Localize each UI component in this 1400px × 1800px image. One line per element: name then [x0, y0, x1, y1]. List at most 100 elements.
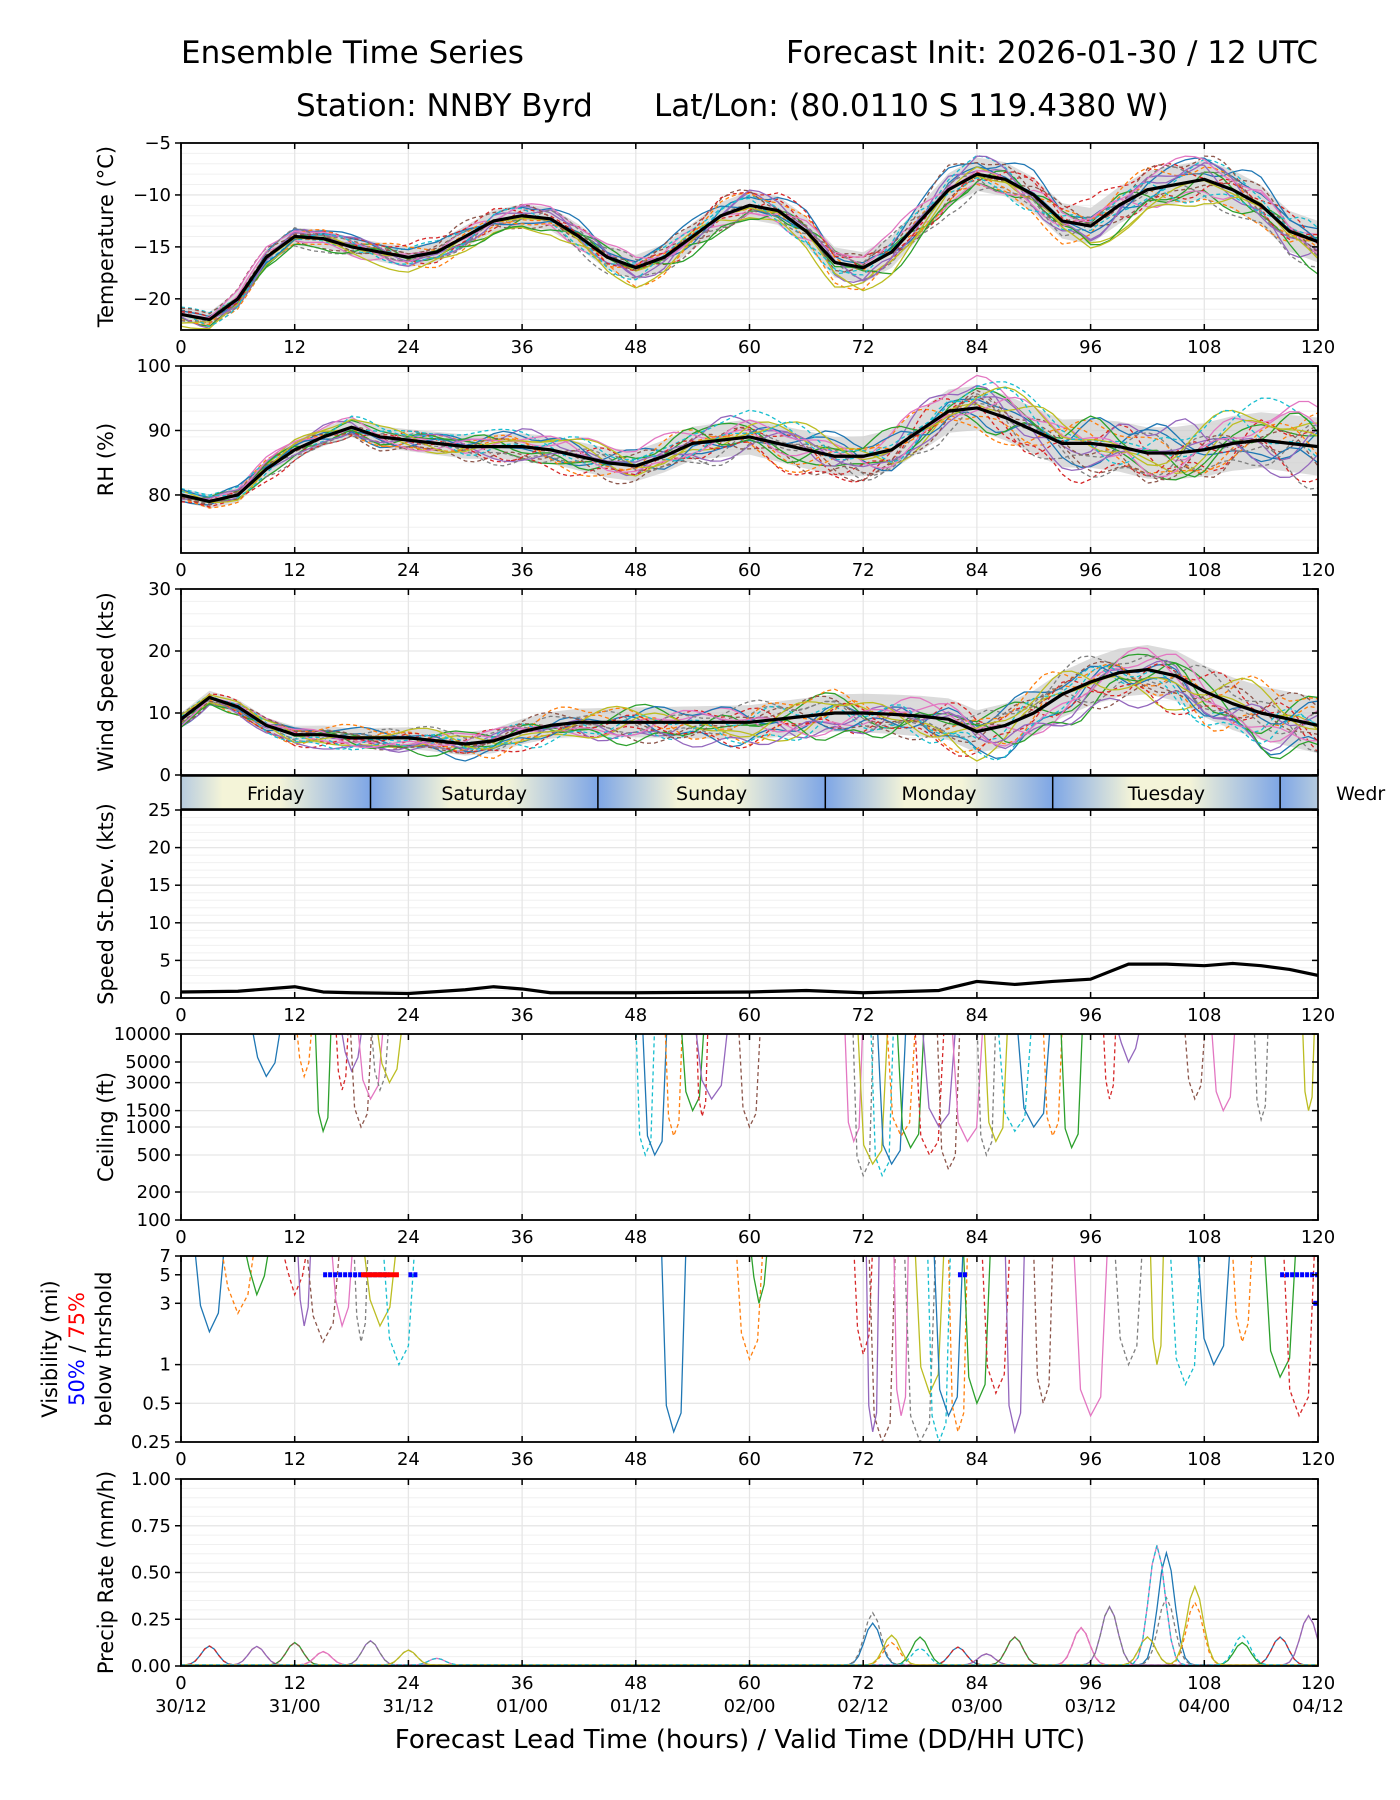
member-dip [927, 1256, 951, 1442]
x-tick-label: 84 [965, 560, 988, 581]
y-tick-label: −5 [144, 133, 171, 154]
x-tick-label: 12 [283, 1673, 306, 1694]
x-tick-label: 84 [965, 1227, 988, 1248]
member-dip [306, 1256, 340, 1344]
valid-time-label: 31/12 [382, 1696, 434, 1717]
x-tick-label: 24 [397, 1449, 420, 1470]
y-tick-label: 3000 [125, 1073, 171, 1094]
member-line [181, 664, 1318, 753]
member-dip [1211, 1034, 1236, 1113]
y-tick-label: 25 [148, 800, 171, 821]
x-tick-label: 84 [965, 1005, 988, 1026]
x-tick-label: 72 [852, 1005, 875, 1026]
x-tick-label: 12 [283, 337, 306, 358]
member-line [181, 679, 1318, 757]
y-tick-label: 100 [137, 1210, 171, 1231]
member-dip [870, 1034, 894, 1178]
valid-time-label: 04/12 [1292, 1696, 1344, 1717]
member-dip [1118, 1034, 1140, 1064]
ensemble-mean-line [181, 406, 1318, 504]
member-dip [377, 1034, 402, 1085]
y-tick-label: 0.25 [131, 1609, 171, 1630]
member-dip [914, 1034, 945, 1157]
x-tick-label: 60 [738, 337, 761, 358]
x-tick-label: 72 [852, 1227, 875, 1248]
y-tick-label: 0.75 [131, 1516, 171, 1537]
x-tick-label: 60 [738, 560, 761, 581]
x-tick-label: 12 [283, 1227, 306, 1248]
x-axis-label: Forecast Lead Time (hours) / Valid Time … [395, 1725, 1085, 1755]
x-tick-label: 36 [511, 1227, 534, 1248]
x-tick-label: 0 [175, 560, 186, 581]
y-tick-label: −15 [133, 237, 171, 258]
x-tick-label: 96 [1079, 1673, 1102, 1694]
y-tick-label: −20 [133, 289, 171, 310]
member-line [181, 395, 1318, 506]
x-tick-label: 108 [1187, 1227, 1221, 1248]
member-dip [983, 1034, 1008, 1144]
y-tick-label: 500 [137, 1145, 171, 1166]
member-dip [1102, 1034, 1117, 1100]
member-dip [868, 1256, 896, 1442]
latlon-label: Lat/Lon: (80.0110 S 119.4380 W) [654, 88, 1169, 124]
member-dip [695, 1034, 709, 1117]
y-tick-label: 10000 [114, 1024, 171, 1045]
member-dip [951, 1034, 983, 1143]
x-tick-label: 48 [624, 1673, 647, 1694]
x-tick-label: 48 [624, 1227, 647, 1248]
member-dip [904, 1256, 937, 1442]
member-dip [1060, 1034, 1083, 1150]
x-tick-label: 12 [283, 1449, 306, 1470]
x-tick-label: 72 [852, 1673, 875, 1694]
x-tick-label: 108 [1187, 337, 1221, 358]
y-tick-label: 90 [148, 420, 171, 441]
x-tick-label: 0 [175, 1449, 186, 1470]
y-tick-label: 20 [148, 838, 171, 859]
y-tick-label: 0.50 [131, 1563, 171, 1584]
member-dip [857, 1034, 888, 1166]
y-tick-label: −10 [133, 185, 171, 206]
member-line [181, 175, 1318, 324]
y-axis-label: Wind Speed (kts) [94, 592, 118, 772]
x-tick-label: 48 [624, 560, 647, 581]
panel-wind_speed: 0 10 20 30 Wind Speed (kts) [94, 579, 1319, 786]
x-tick-label: 96 [1079, 1005, 1102, 1026]
member-line [181, 393, 1318, 505]
member-line [181, 177, 1318, 328]
member-dip [314, 1034, 332, 1134]
member-dip [245, 1256, 269, 1297]
member-line [181, 662, 1318, 752]
x-tick-label: 36 [511, 1673, 534, 1694]
valid-time-label: 01/00 [496, 1696, 548, 1717]
member-dip [1184, 1034, 1206, 1101]
y-tick-label: 80 [148, 485, 171, 506]
spread-band [181, 644, 1318, 756]
x-tick-label: 84 [965, 1673, 988, 1694]
y-tick-label: 5000 [125, 1052, 171, 1073]
ensemble-mean-line [181, 961, 1318, 996]
member-dip [933, 1256, 964, 1418]
member-line [181, 689, 1318, 751]
day-label-overflow: Wedr [1336, 783, 1385, 805]
y-axis-label: Speed St.Dev. (kts) [94, 803, 118, 1005]
y-tick-label: 15 [148, 875, 171, 896]
member-dip [350, 1034, 373, 1129]
member-dip [914, 1256, 945, 1395]
plot-area-temperature [181, 154, 1318, 330]
x-tick-label: 120 [1301, 1005, 1335, 1026]
y-axis-label-pct: 50% / 75% [65, 1292, 89, 1406]
y-tick-label: 5 [160, 1265, 171, 1286]
member-line [181, 663, 1318, 753]
y-tick-label: 0 [160, 988, 171, 1009]
y-tick-label: 1500 [125, 1101, 171, 1122]
member-line [181, 665, 1318, 761]
member-dip [1149, 1256, 1164, 1365]
member-dip [1302, 1034, 1315, 1111]
y-axis-label: Temperature (°C) [94, 146, 118, 328]
station-label: Station: NNBY Byrd [296, 88, 593, 124]
plot-area-visibility [194, 1256, 1318, 1442]
pct-label-part: / [65, 1339, 89, 1359]
x-tick-label: 36 [511, 1449, 534, 1470]
title-right: Forecast Init: 2026-01-30 / 12 UTC [786, 35, 1318, 71]
valid-time-label: 02/00 [724, 1696, 776, 1717]
